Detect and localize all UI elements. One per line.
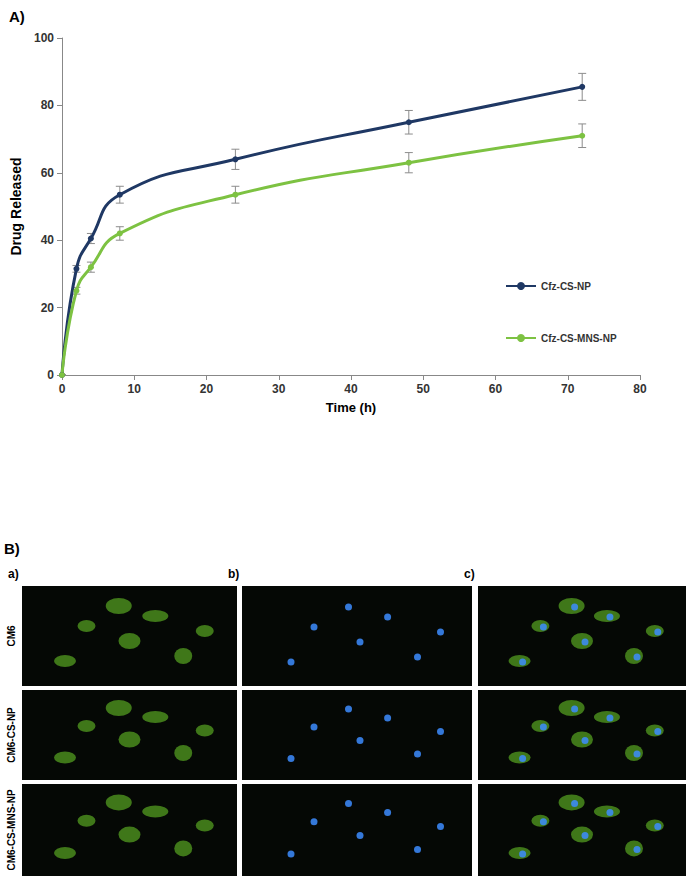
svg-text:100: 100 — [34, 31, 54, 45]
svg-text:a): a) — [8, 567, 19, 581]
svg-text:c): c) — [464, 567, 475, 581]
svg-text:A): A) — [9, 8, 25, 25]
svg-text:CM6: CM6 — [6, 625, 17, 647]
svg-text:80: 80 — [41, 98, 55, 112]
svg-text:40: 40 — [41, 233, 55, 247]
svg-text:60: 60 — [489, 382, 503, 396]
svg-text:CM6-CS-NP: CM6-CS-NP — [6, 707, 17, 763]
svg-text:CM6-CS-MNS-NP: CM6-CS-MNS-NP — [6, 789, 17, 870]
svg-text:20: 20 — [41, 301, 55, 315]
svg-text:10: 10 — [128, 382, 142, 396]
svg-text:Time (h): Time (h) — [326, 400, 376, 415]
svg-text:50: 50 — [417, 382, 431, 396]
svg-text:40: 40 — [344, 382, 358, 396]
svg-text:60: 60 — [41, 166, 55, 180]
svg-text:Drug Released: Drug Released — [8, 157, 24, 255]
svg-text:Cfz-CS-NP: Cfz-CS-NP — [541, 281, 591, 292]
svg-text:80: 80 — [633, 382, 647, 396]
svg-text:30: 30 — [272, 382, 286, 396]
svg-text:B): B) — [4, 540, 20, 557]
svg-text:b): b) — [228, 567, 239, 581]
svg-text:20: 20 — [200, 382, 214, 396]
svg-text:0: 0 — [47, 368, 54, 382]
svg-text:Cfz-CS-MNS-NP: Cfz-CS-MNS-NP — [541, 333, 617, 344]
svg-text:0: 0 — [59, 382, 66, 396]
svg-text:70: 70 — [561, 382, 575, 396]
